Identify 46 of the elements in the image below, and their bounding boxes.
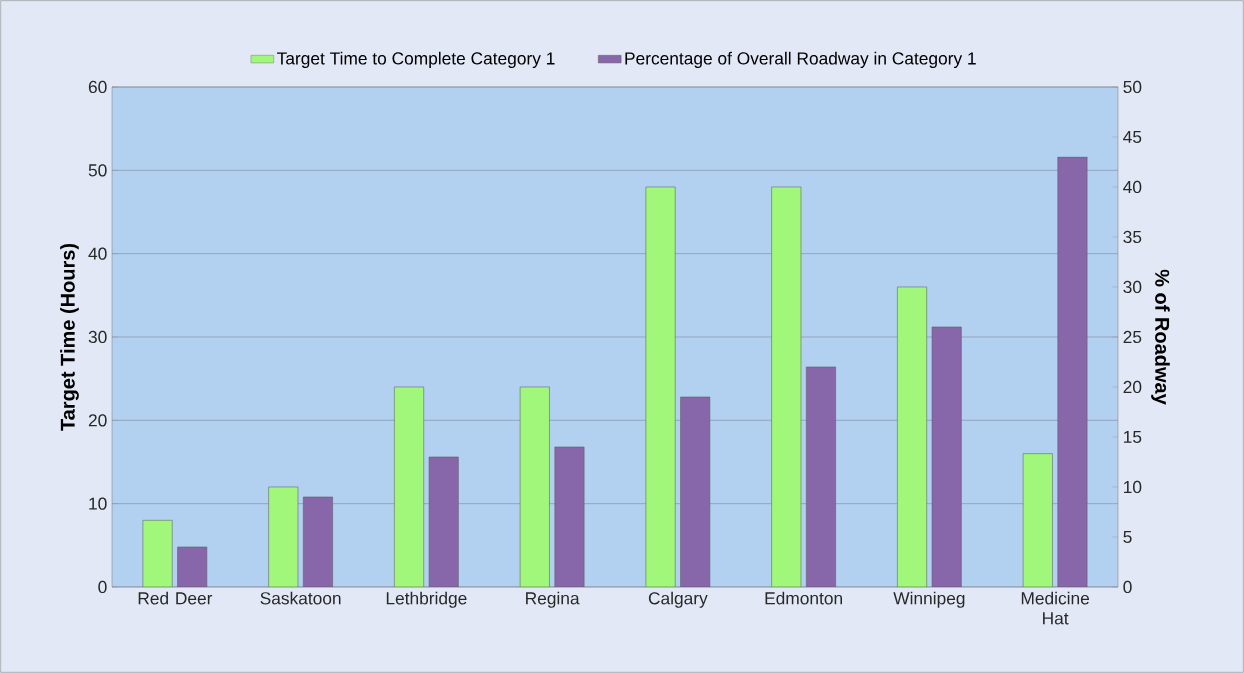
bar [806,366,836,587]
bar [519,386,550,587]
bar [177,546,208,587]
y2-tick-label: 40 [1123,180,1142,194]
bar [1022,453,1053,587]
bar [645,186,676,587]
y2-tick-label: 30 [1123,280,1142,294]
x-tick-label: Winnipeg [893,591,965,608]
bar [771,186,802,587]
bar [897,286,927,587]
bar [428,456,459,587]
y-tick-label: 60 [88,80,107,94]
bar [303,496,333,587]
y2-tick-label: 20 [1123,380,1142,394]
y2-tick-label: 5 [1123,530,1132,544]
y2-tick-label: 15 [1124,430,1142,444]
bar [394,386,424,587]
x-tick-label: Lethbridge [386,591,467,608]
y-tick-label: 0 [98,580,107,594]
y-tick-label: 20 [88,414,107,427]
legend-label: Percentage of Overall Roadway in Category 1 [625,51,976,68]
bar [931,326,962,587]
y2-tick-label: 0 [1123,580,1132,594]
y2-tick-label: 25 [1123,330,1142,344]
y2-tick-label: 10 [1124,480,1142,494]
x-tick-label: Saskatoon [260,591,341,605]
y-tick-label: 30 [88,330,107,344]
x-tick-label: Edmonton [765,591,842,605]
bar [1057,156,1088,587]
bar [268,486,299,587]
y2-tick-label: 45 [1123,130,1142,144]
y-axis-title: Target Time (Hours) [60,243,79,431]
x-tick-label: Regina [526,591,580,608]
y-tick-label: 40 [88,247,107,260]
x-tick-label: Calgary [648,591,708,608]
bar [142,520,173,587]
bar [680,396,711,587]
y2-tick-label: 35 [1123,230,1142,244]
x-tick-label: Medicine Hat [1021,591,1090,625]
legend-label: Target Time to Complete Category 1 [277,51,555,68]
y-tick-label: 50 [88,164,107,177]
bar [554,446,585,587]
y2-axis-title: % of Roadway [1151,269,1170,405]
y-tick-label: 10 [89,497,107,510]
y2-tick-label: 50 [1123,80,1142,94]
x-tick-label: Red Deer [138,591,213,605]
